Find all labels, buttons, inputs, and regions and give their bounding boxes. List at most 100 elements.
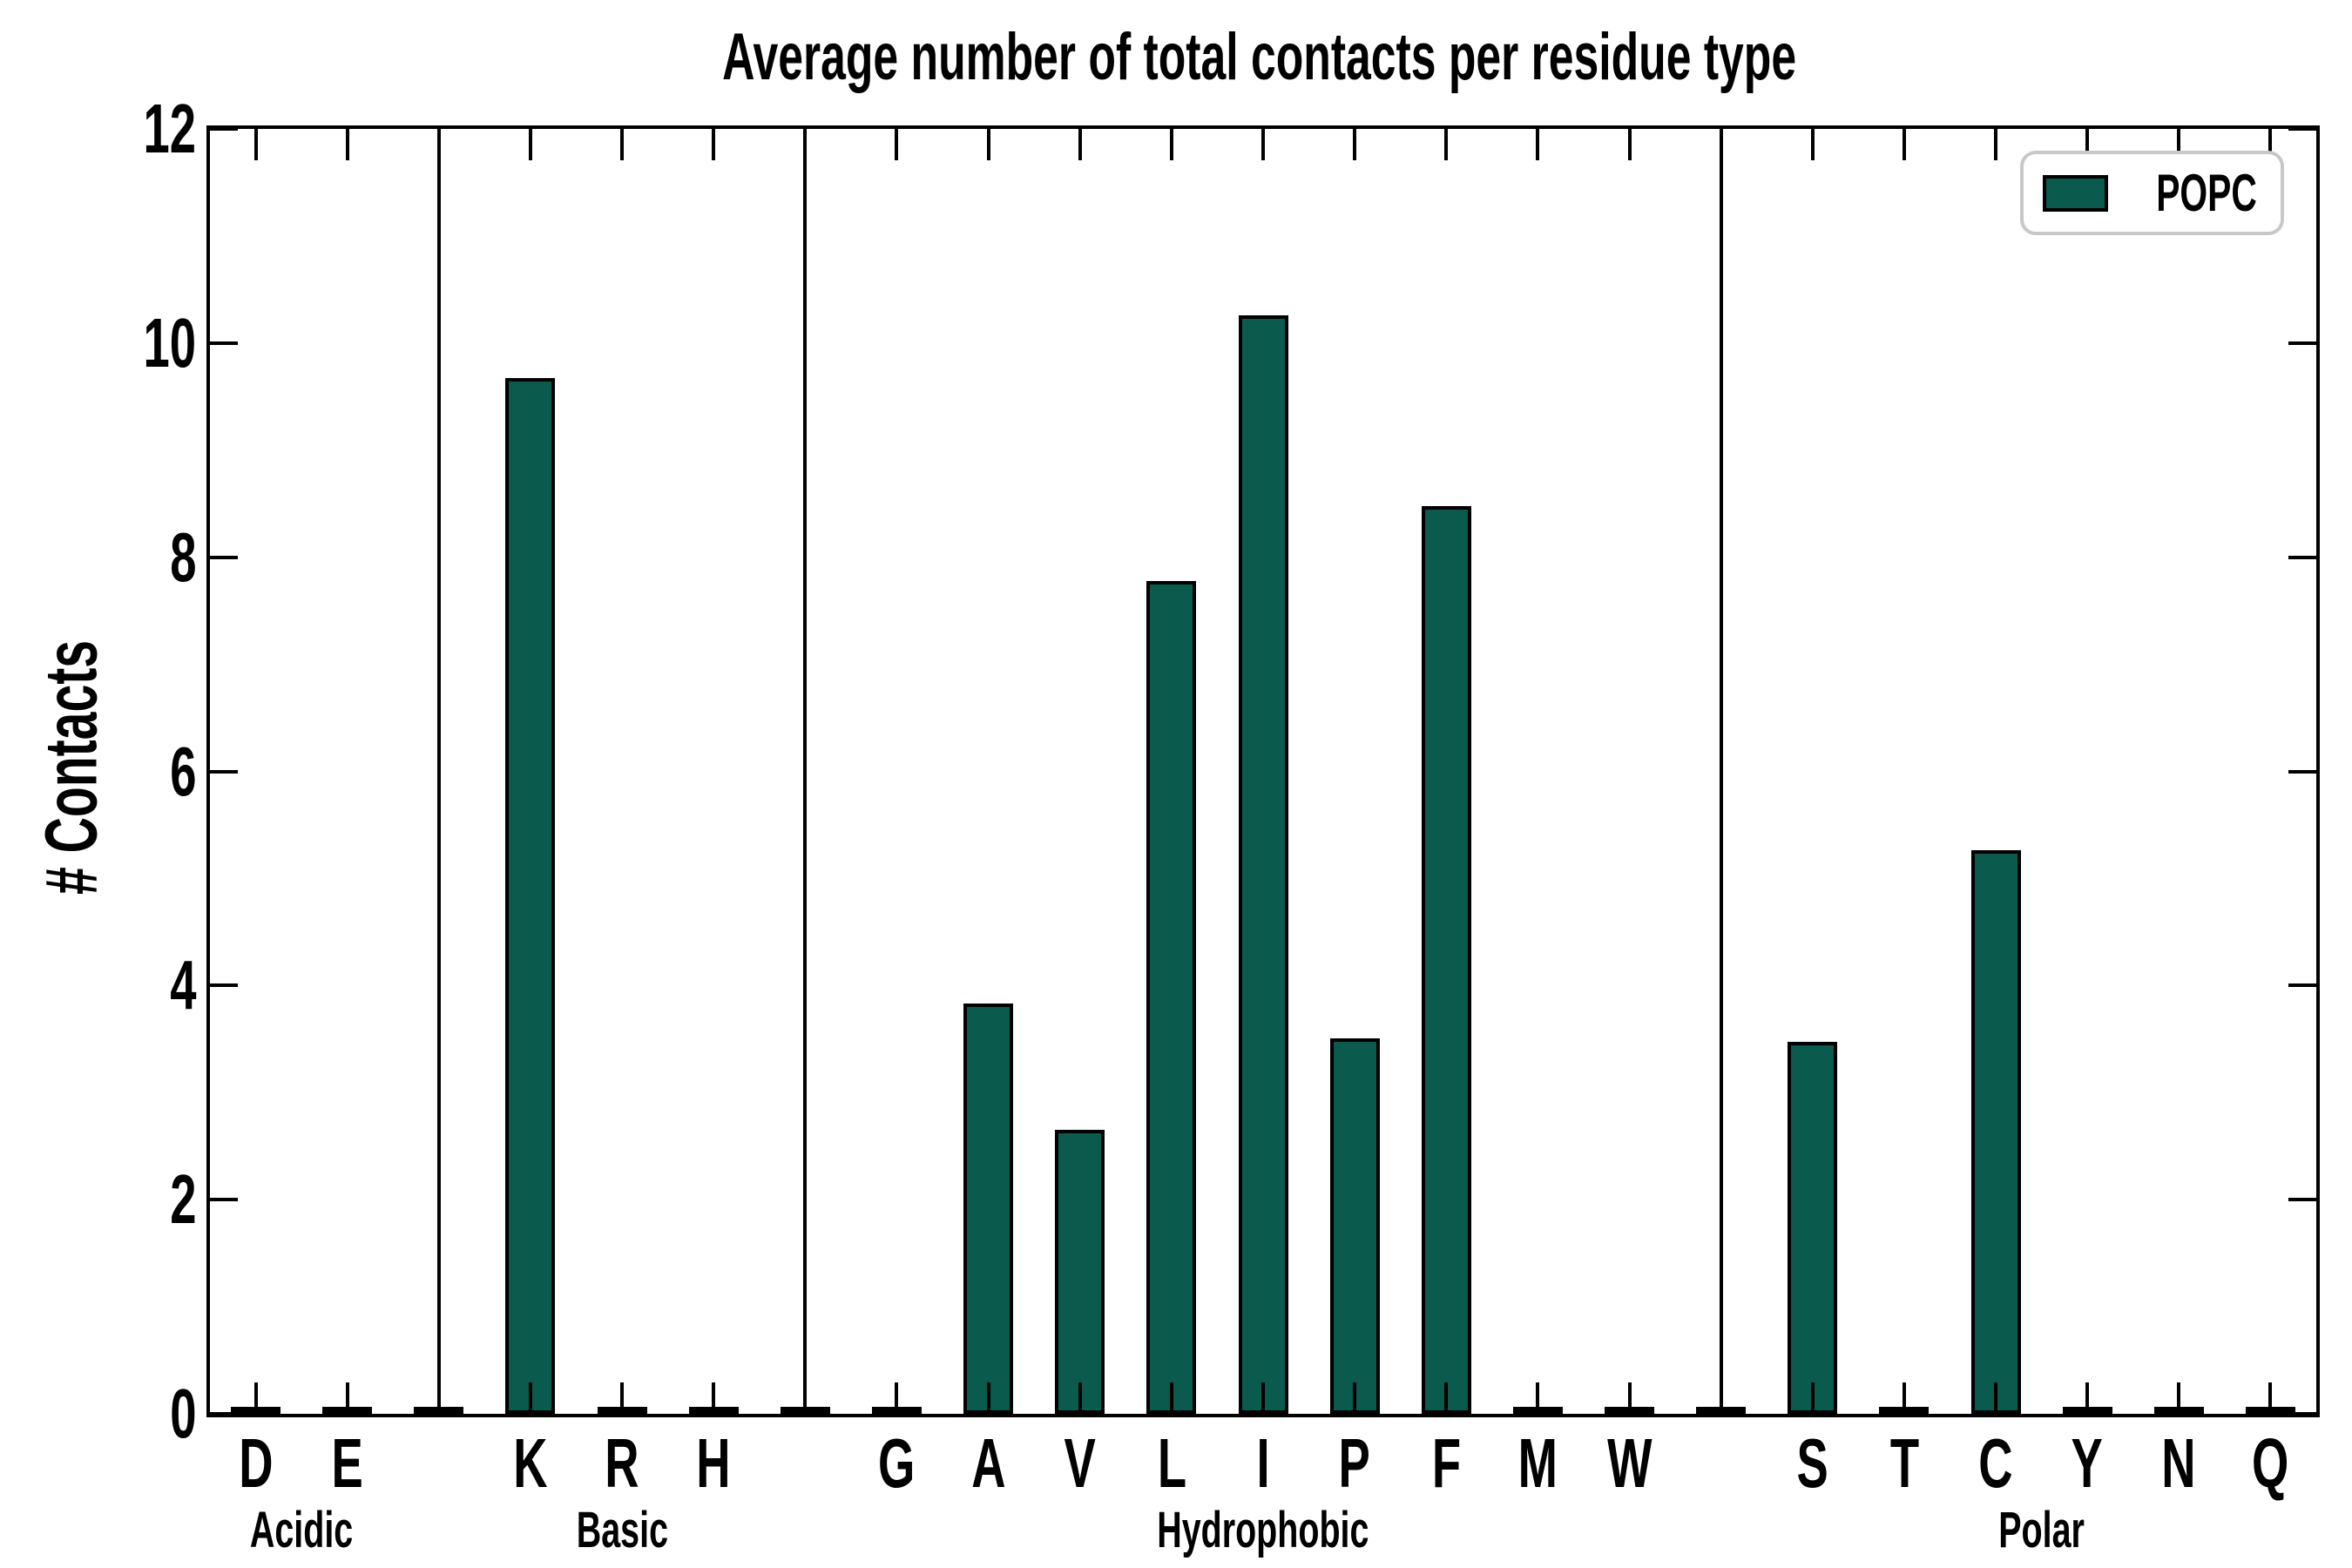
group-label-text: Hydrophobic	[1157, 1502, 1369, 1558]
y-tick-right-10	[2288, 341, 2316, 345]
x-tick-bottom-Q	[2268, 1382, 2272, 1414]
x-tick-bottom-H	[712, 1382, 715, 1414]
y-tick-label-8: 8	[22, 521, 196, 594]
x-tick-top-L	[1170, 129, 1173, 160]
bar-C	[1971, 850, 2021, 1414]
y-tick-left-2	[210, 1198, 238, 1201]
x-tick-top-G	[895, 129, 898, 160]
x-tick-label-K: K	[461, 1427, 600, 1500]
x-tick-bottom-Y	[2085, 1382, 2089, 1414]
x-tick-label-text: S	[1796, 1424, 1829, 1502]
y-tick-label-text: 0	[169, 1375, 196, 1452]
plot-area	[206, 125, 2320, 1417]
x-tick-bottom-S	[1811, 1382, 1815, 1414]
x-tick-bottom-F	[1444, 1382, 1448, 1414]
x-tick-top-N	[2177, 129, 2180, 160]
group-label-polar: Polar	[1824, 1504, 2260, 1558]
x-tick-bottom-G	[895, 1382, 898, 1414]
x-tick-top-I	[1261, 129, 1265, 160]
x-tick-label-R: R	[552, 1427, 692, 1500]
x-tick-label-text: M	[1517, 1424, 1558, 1502]
group-label-hydrophobic: Hydrophobic	[1045, 1504, 1481, 1558]
x-tick-top-W	[1628, 129, 1632, 160]
x-tick-label-V: V	[1010, 1427, 1150, 1500]
x-tick-label-H: H	[644, 1427, 783, 1500]
bar-I	[1239, 315, 1288, 1414]
x-tick-label-W: W	[1560, 1427, 1700, 1500]
x-tick-label-text: P	[1338, 1424, 1371, 1502]
x-tick-label-I: I	[1193, 1427, 1333, 1500]
x-tick-label-text: L	[1157, 1424, 1186, 1502]
y-tick-right-6	[2288, 770, 2316, 774]
bar-A	[963, 1004, 1013, 1414]
x-tick-top-K	[529, 129, 532, 160]
x-tick-label-text: T	[1889, 1424, 1919, 1502]
x-tick-bottom-D	[254, 1382, 258, 1414]
group-divider	[437, 129, 441, 1414]
bar-F	[1422, 506, 1471, 1414]
group-label-text: Basic	[576, 1502, 668, 1558]
x-tick-label-P: P	[1285, 1427, 1424, 1500]
group-label-text: Polar	[1998, 1502, 2085, 1558]
bar-S	[1788, 1042, 1837, 1414]
y-tick-label-text: 10	[143, 304, 196, 382]
x-tick-bottom-I	[1261, 1382, 1265, 1414]
chart-title-text: Average number of total contacts per res…	[722, 20, 1797, 94]
group-label-basic: Basic	[404, 1504, 840, 1558]
x-tick-label-text: Y	[2071, 1424, 2104, 1502]
x-tick-label-A: A	[919, 1427, 1058, 1500]
x-tick-label-E: E	[278, 1427, 417, 1500]
chart-title: Average number of total contacts per res…	[206, 14, 2313, 101]
x-tick-bottom-N	[2177, 1382, 2180, 1414]
x-tick-label-text: K	[513, 1424, 548, 1502]
x-tick-label-Q: Q	[2200, 1427, 2340, 1500]
y-tick-left-12	[210, 127, 238, 131]
bar-V	[1055, 1130, 1105, 1414]
x-tick-label-S: S	[1743, 1427, 1882, 1500]
x-tick-bottom-T	[1903, 1382, 1906, 1414]
y-tick-label-text: 4	[169, 946, 196, 1024]
x-tick-label-text: G	[877, 1424, 916, 1502]
x-tick-top-F	[1444, 129, 1448, 160]
x-tick-label-T: T	[1835, 1427, 1974, 1500]
y-tick-left-0	[210, 1412, 238, 1416]
y-tick-label-12: 12	[22, 92, 196, 166]
x-tick-top-R	[620, 129, 624, 160]
x-tick-bottom-M	[1536, 1382, 1539, 1414]
x-tick-label-text: I	[1256, 1424, 1270, 1502]
x-tick-top-E	[346, 129, 349, 160]
x-tick-bottom-R	[620, 1382, 624, 1414]
x-tick-label-text: R	[605, 1424, 639, 1502]
x-tick-bottom-E	[346, 1382, 349, 1414]
x-tick-label-text: C	[1978, 1424, 2013, 1502]
y-tick-right-2	[2288, 1198, 2316, 1201]
y-tick-left-6	[210, 770, 238, 774]
x-tick-top-S	[1811, 129, 1815, 160]
x-tick-bottom-L	[1170, 1382, 1173, 1414]
group-divider	[1720, 129, 1723, 1414]
x-tick-top-M	[1536, 129, 1539, 160]
x-tick-label-text: E	[331, 1424, 364, 1502]
bar-L	[1146, 581, 1196, 1414]
x-tick-bottom-K	[529, 1382, 532, 1414]
x-tick-label-M: M	[1468, 1427, 1607, 1500]
x-tick-bottom-W	[1628, 1382, 1632, 1414]
x-tick-top-H	[712, 129, 715, 160]
x-tick-bottom-A	[987, 1382, 990, 1414]
x-tick-top-Q	[2268, 129, 2272, 160]
x-tick-top-D	[254, 129, 258, 160]
y-tick-left-10	[210, 341, 238, 345]
y-tick-right-4	[2288, 983, 2316, 987]
y-tick-label-0: 0	[22, 1377, 196, 1450]
x-tick-top-C	[1994, 129, 1997, 160]
y-tick-label-2: 2	[22, 1163, 196, 1236]
x-tick-label-G: G	[827, 1427, 966, 1500]
y-tick-label-text: 12	[143, 90, 196, 167]
x-tick-bottom-V	[1078, 1382, 1082, 1414]
legend: POPC	[2020, 151, 2284, 235]
y-tick-right-0	[2288, 1412, 2316, 1416]
y-tick-left-8	[210, 556, 238, 559]
bar-K	[505, 378, 555, 1414]
legend-label-text: POPC	[2156, 164, 2257, 222]
